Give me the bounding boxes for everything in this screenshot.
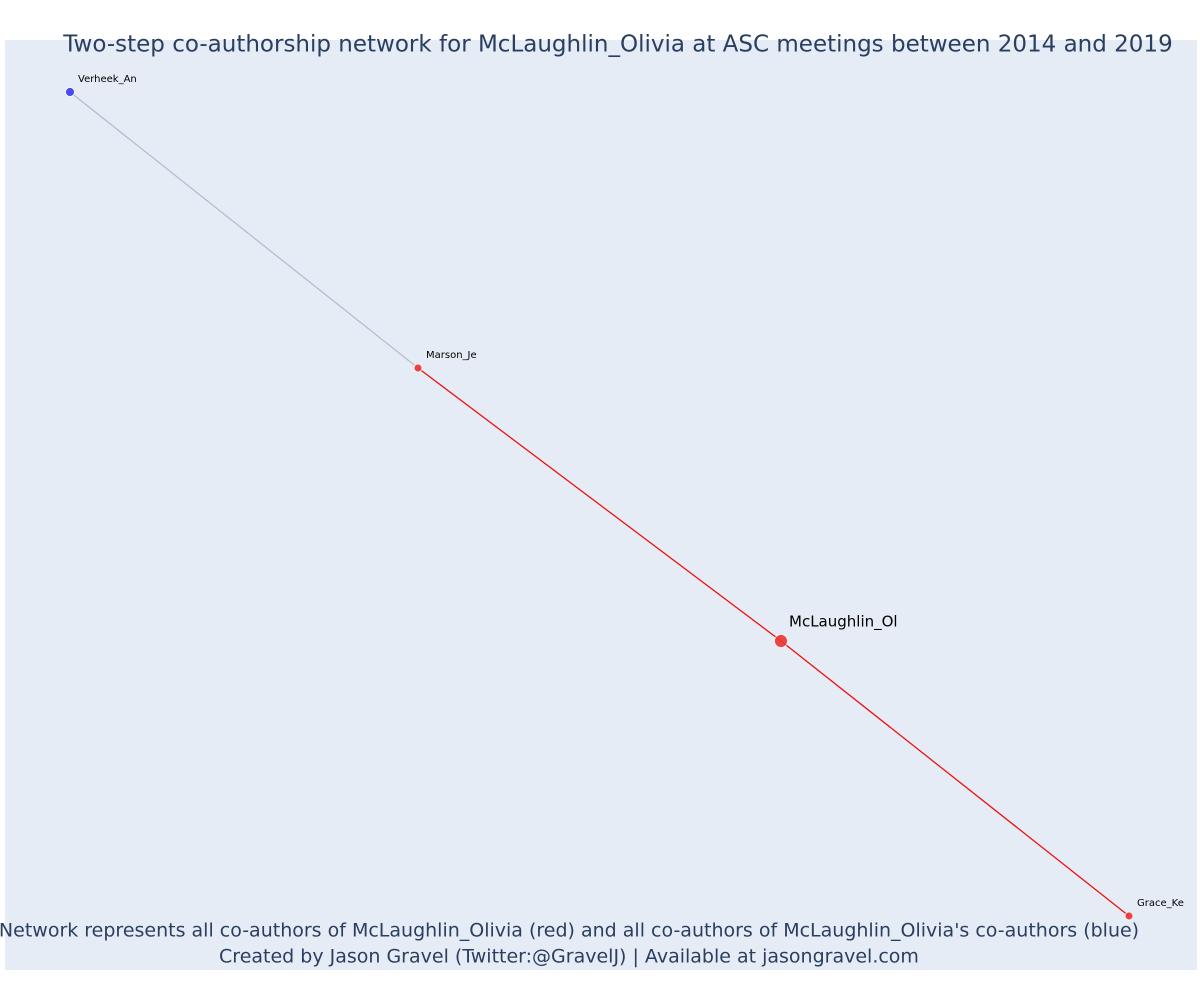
edge: [417, 367, 782, 642]
node: [413, 363, 423, 373]
edge: [780, 640, 1130, 917]
node: [774, 634, 788, 648]
node-label: McLaughlin_Ol: [789, 613, 898, 632]
node-label: Verheek_An: [78, 74, 137, 85]
node-label: Marson_Je: [426, 350, 477, 361]
footer-line: Created by Jason Gravel (Twitter:@Gravel…: [219, 946, 919, 968]
edge: [69, 91, 419, 369]
edges: [69, 91, 1130, 917]
node: [1124, 911, 1134, 921]
node-label: Grace_Ke: [1137, 898, 1184, 909]
title: Two-step co-authorship network for McLau…: [62, 32, 1172, 58]
footer-line: Network represents all co-authors of McL…: [0, 920, 1139, 942]
nodes: Verheek_An Marson_Je McLaughlin_Ol Grace_Ke: [65, 74, 1184, 921]
node: [65, 87, 75, 97]
